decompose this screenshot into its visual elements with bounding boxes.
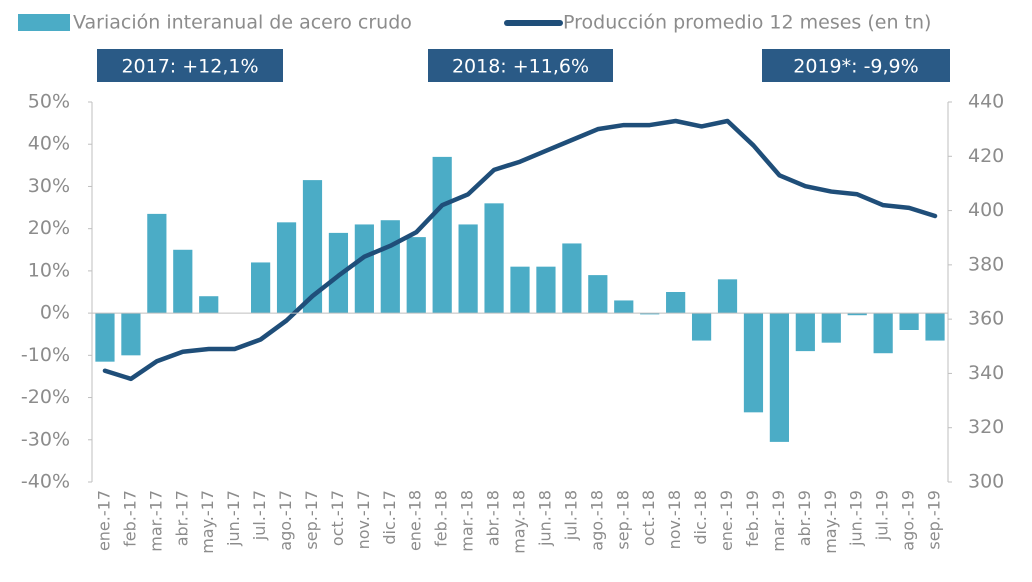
x-tick-label: ene.-19 bbox=[717, 490, 736, 551]
bar bbox=[899, 313, 919, 330]
bar bbox=[458, 224, 478, 314]
x-tick-label: sep.-17 bbox=[302, 490, 321, 550]
x-tick-label: may.-17 bbox=[198, 490, 217, 554]
bar bbox=[691, 313, 712, 341]
x-tick-label: jul.-17 bbox=[250, 490, 269, 541]
x-tick-label: ago.-19 bbox=[899, 490, 918, 551]
x-tick-label: feb.-18 bbox=[432, 490, 451, 547]
x-tick-label: dic.-17 bbox=[380, 490, 399, 545]
y2-tick-label: 360 bbox=[968, 308, 1004, 330]
bar bbox=[640, 313, 660, 315]
annotation: 2018: +11,6% bbox=[452, 56, 589, 78]
bar bbox=[354, 224, 374, 314]
x-tick-label: ago.-18 bbox=[587, 490, 606, 551]
x-tick-label: oct.-18 bbox=[639, 490, 658, 546]
bar bbox=[302, 180, 323, 314]
bar bbox=[95, 313, 115, 362]
bar bbox=[536, 266, 556, 314]
bar bbox=[743, 313, 764, 413]
x-tick-label: ene.-18 bbox=[406, 490, 425, 551]
x-tick-label: jul.-18 bbox=[561, 490, 580, 541]
bar bbox=[562, 243, 582, 314]
x-tick-label: oct.-17 bbox=[328, 490, 347, 546]
x-tick-label: feb.-17 bbox=[120, 490, 139, 547]
y2-tick-label: 400 bbox=[968, 199, 1004, 221]
y2-tick-label: 380 bbox=[968, 253, 1004, 275]
x-tick-label: abr.-17 bbox=[172, 490, 191, 546]
annotation-box bbox=[97, 49, 283, 82]
bar bbox=[147, 213, 167, 314]
legend-label: Variación interanual de acero crudo bbox=[73, 12, 412, 34]
y2-tick-label: 420 bbox=[968, 145, 1004, 167]
bar bbox=[873, 313, 893, 354]
annotation-box bbox=[428, 49, 613, 82]
x-tick-label: abr.-18 bbox=[484, 490, 503, 546]
y2-tick-label: 340 bbox=[968, 362, 1004, 384]
bar bbox=[769, 313, 789, 442]
y2-tick-label: 440 bbox=[968, 91, 1004, 113]
y-tick-label: 10% bbox=[28, 259, 70, 281]
x-tick-label: jun.-17 bbox=[224, 490, 243, 547]
y-tick-label: -10% bbox=[21, 344, 70, 366]
bar bbox=[588, 275, 608, 314]
x-tick-label: feb.-19 bbox=[743, 490, 762, 547]
y-tick-label: -20% bbox=[21, 386, 70, 408]
bar bbox=[666, 292, 686, 314]
x-tick-label: jul.-19 bbox=[873, 490, 892, 541]
bar bbox=[847, 313, 867, 316]
bar bbox=[821, 313, 841, 343]
y-tick-label: 20% bbox=[28, 217, 70, 239]
bar bbox=[925, 313, 945, 341]
x-tick-label: jun.-19 bbox=[847, 490, 866, 547]
y2-tick-label: 320 bbox=[968, 416, 1004, 438]
x-tick-label: mar.-17 bbox=[146, 490, 165, 552]
x-tick-label: ene.-17 bbox=[94, 490, 113, 551]
bar bbox=[199, 296, 219, 314]
bar bbox=[795, 313, 815, 352]
x-tick-label: nov.-18 bbox=[665, 490, 684, 549]
annotation-box bbox=[762, 49, 950, 82]
x-tick-label: may.-19 bbox=[821, 490, 840, 554]
bar bbox=[510, 266, 530, 314]
bar bbox=[173, 249, 193, 314]
bar bbox=[121, 313, 141, 356]
line bbox=[102, 118, 938, 382]
x-tick-label: sep.-18 bbox=[613, 490, 632, 550]
y-tick-label: 0% bbox=[40, 302, 70, 324]
legend-swatch bbox=[18, 14, 70, 31]
x-tick-label: dic.-18 bbox=[691, 490, 710, 545]
y2-tick-label: 300 bbox=[968, 471, 1004, 493]
y-tick-label: 30% bbox=[28, 175, 70, 197]
annotation: 2017: +12,1% bbox=[121, 56, 258, 78]
bar bbox=[251, 262, 271, 314]
x-tick-label: abr.-19 bbox=[795, 490, 814, 546]
bar bbox=[276, 222, 297, 314]
x-tick-label: ago.-17 bbox=[276, 490, 295, 551]
legend-label: Producción promedio 12 meses (en tn) bbox=[563, 12, 931, 34]
x-tick-label: may.-18 bbox=[510, 490, 529, 554]
bar bbox=[406, 237, 426, 314]
x-tick-label: mar.-18 bbox=[458, 490, 477, 552]
y-tick-label: -40% bbox=[21, 471, 70, 493]
y-tick-label: -30% bbox=[21, 428, 70, 450]
annotation: 2019*: -9,9% bbox=[793, 56, 918, 78]
y-tick-label: 50% bbox=[28, 91, 70, 113]
x-tick-label: nov.-17 bbox=[354, 490, 373, 549]
bar bbox=[717, 279, 738, 314]
bar bbox=[614, 300, 634, 314]
y-tick-label: 40% bbox=[28, 133, 70, 155]
x-tick-label: sep.-19 bbox=[925, 490, 944, 550]
x-tick-label: mar.-19 bbox=[769, 490, 788, 552]
bar bbox=[380, 220, 400, 314]
x-tick-label: jun.-18 bbox=[535, 490, 554, 547]
bar bbox=[432, 156, 452, 314]
bar bbox=[484, 203, 504, 314]
